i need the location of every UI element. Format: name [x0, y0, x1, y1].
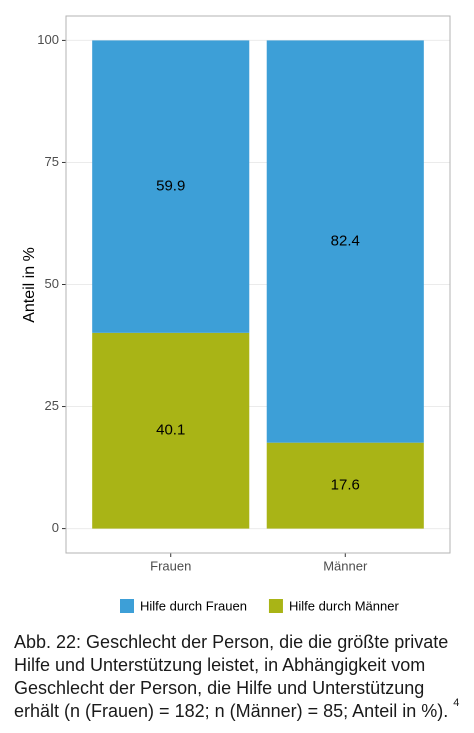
data-label: 17.6	[331, 477, 360, 494]
panel-border	[65, 15, 451, 554]
bar-segment	[92, 332, 250, 529]
caption-line: Abb. 22: Geschlecht der Person, die die …	[14, 632, 448, 652]
caption-note: 4	[453, 697, 459, 709]
y-tick-label: 25	[45, 398, 59, 413]
bar-segment	[266, 442, 424, 529]
bar-segment	[266, 40, 424, 443]
legend-swatch	[120, 599, 134, 613]
legend-label: Hilfe durch Frauen	[140, 598, 247, 613]
caption-line: Hilfe und Unterstützung leistet, in Abhä…	[14, 655, 425, 675]
caption-line: erhält (n (Frauen) = 182; n (Männer) = 8…	[14, 701, 448, 721]
x-tick-label: Männer	[323, 558, 368, 573]
y-tick-label: 0	[52, 520, 59, 535]
bar-segment	[92, 40, 250, 333]
y-tick-label: 50	[45, 276, 59, 291]
x-tick-label: Frauen	[150, 558, 191, 573]
data-label: 59.9	[156, 178, 185, 195]
data-label: 82.4	[331, 233, 360, 250]
y-axis-title: Anteil in %	[21, 247, 38, 323]
legend-swatch	[268, 599, 283, 613]
caption-line: Geschlecht der Person, die Hilfe und Unt…	[14, 678, 424, 698]
data-label: 40.1	[156, 422, 185, 439]
y-tick-label: 75	[45, 154, 59, 169]
y-tick-label: 100	[37, 32, 59, 47]
legend-label: Hilfe durch Männer	[289, 598, 399, 613]
